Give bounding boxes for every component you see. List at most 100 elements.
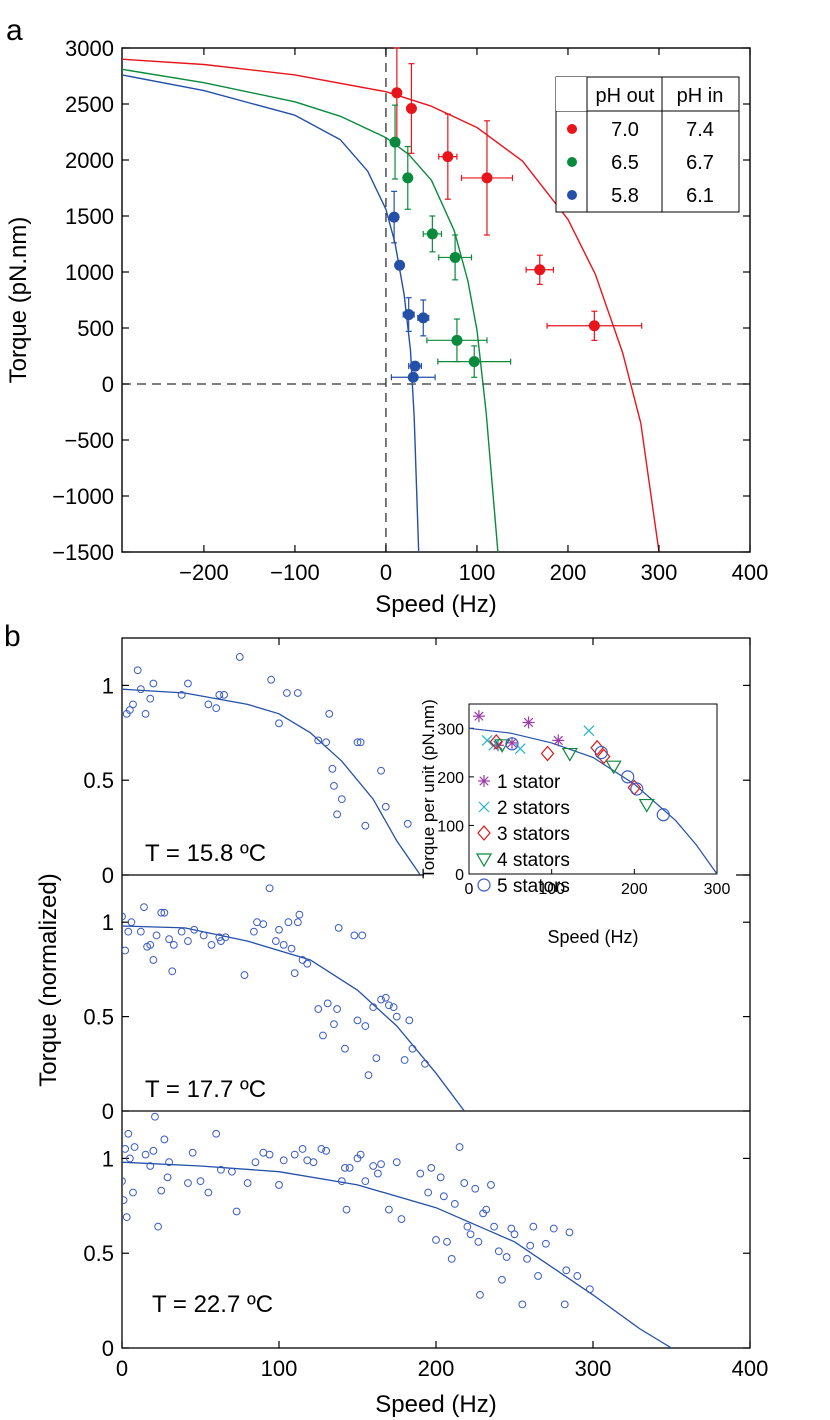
x-tick-label: 100 (538, 881, 565, 898)
data-point (149, 1146, 158, 1155)
x-tick-label: 0 (116, 1356, 128, 1381)
data-point (279, 940, 288, 949)
data-point (129, 1188, 137, 1197)
data-point (573, 1272, 582, 1280)
inset-point-4-stators (561, 747, 578, 762)
marker-dot (391, 87, 403, 99)
data-point (146, 694, 155, 703)
y-tick-label: 0 (102, 1099, 114, 1124)
y-tick-label: 1 (102, 910, 114, 935)
data-point (221, 933, 230, 942)
legend-ph-in-value: 6.7 (686, 152, 714, 174)
data-point (149, 679, 158, 688)
data-point (122, 1145, 130, 1153)
data-point (421, 1059, 429, 1068)
data-point (471, 1184, 480, 1193)
inset-point-2-stators (514, 743, 526, 755)
inset-point-1-stator (522, 716, 535, 729)
inset-point-2-stators (481, 735, 493, 746)
data-point (333, 810, 341, 819)
data-point (487, 1181, 495, 1189)
data-point (325, 709, 334, 718)
x-tick-label: 100 (459, 560, 496, 585)
y-tick-label: 1 (102, 1146, 114, 1171)
data-point (392, 1012, 401, 1021)
data-point (275, 925, 283, 934)
data-point (279, 1156, 288, 1165)
data-point (400, 1056, 409, 1064)
panel-a-xlabel: Speed (Hz) (375, 591, 496, 618)
data-point (146, 1162, 155, 1170)
data-point (124, 1129, 133, 1138)
data-point-series-2 (389, 104, 401, 180)
data-point (196, 1177, 205, 1186)
data-point (333, 1005, 341, 1013)
data-point (141, 709, 150, 718)
x-tick-label: 0 (380, 560, 392, 585)
data-point (154, 1222, 163, 1231)
panel-b-subplot-3: 0 0.5 1 T = 22.7 ºC 0 100 200 300 400 (83, 1112, 768, 1381)
data-point (287, 944, 296, 953)
inset-point-4-stators (605, 760, 622, 775)
data-point (253, 918, 261, 927)
inset-point-5-stators (656, 808, 670, 822)
x-tick-label: 100 (261, 1356, 298, 1381)
data-point (460, 1179, 469, 1187)
data-point (381, 802, 390, 811)
legend-ph-in-value: 7.4 (686, 119, 714, 141)
data-point (157, 908, 166, 917)
data-point (228, 1167, 236, 1176)
inset-point-4-stators (494, 739, 511, 753)
panel-a-legend: pH out pH in 7.0 7.4 6.5 6.7 5.8 6.1 (555, 76, 740, 213)
data-point (169, 940, 178, 949)
panel-b-ylabel: Torque (normalized) (35, 873, 62, 1086)
y-tick-label: 1 (102, 673, 114, 698)
y-tick-label: 1500 (65, 204, 114, 229)
marker-dot (402, 172, 414, 184)
data-point-series-1 (525, 254, 555, 285)
data-point (303, 1156, 312, 1165)
fit-layer (122, 653, 421, 875)
data-point (334, 923, 343, 932)
temperature-annotation: T = 17.7 ºC (145, 1076, 266, 1103)
y-tick-label: 500 (77, 316, 114, 341)
data-point (374, 1169, 382, 1178)
inset-legend-marker (475, 853, 493, 868)
data-point (207, 940, 216, 949)
inset-point-3-stators (596, 748, 611, 765)
data-point (490, 1222, 498, 1231)
data-point (177, 690, 186, 699)
x-tick-label: 300 (575, 1356, 612, 1381)
marker-dot (481, 172, 493, 184)
data-point (408, 1044, 417, 1053)
inset-legend-marker (477, 878, 491, 892)
data-point (249, 927, 258, 936)
data-point-series-3 (388, 190, 400, 244)
inset-point-2-stators (583, 725, 595, 737)
data-point (330, 781, 338, 790)
data-point (361, 1022, 370, 1030)
data-point (129, 700, 137, 709)
data-point (494, 1247, 503, 1256)
y-tick-label: 0 (102, 863, 114, 888)
data-point (317, 1145, 326, 1153)
y-tick-label: 3000 (65, 36, 114, 61)
data-point (377, 766, 385, 775)
data-point (356, 738, 365, 747)
legend-header-ph-in: pH in (677, 85, 724, 107)
y-tick-label: −1500 (52, 540, 114, 565)
data-point (204, 1188, 213, 1197)
data-point (235, 653, 244, 661)
data-point (215, 690, 224, 699)
y-tick-label: 1000 (65, 260, 114, 285)
x-tick-label: 200 (550, 560, 587, 585)
data-point (356, 1150, 365, 1159)
data-point (474, 1237, 483, 1246)
data-point (160, 908, 169, 917)
data-point (188, 1148, 197, 1157)
data-point (424, 1188, 433, 1197)
data-point (369, 1003, 378, 1012)
data-point (328, 764, 337, 773)
marker-dot (534, 264, 546, 276)
